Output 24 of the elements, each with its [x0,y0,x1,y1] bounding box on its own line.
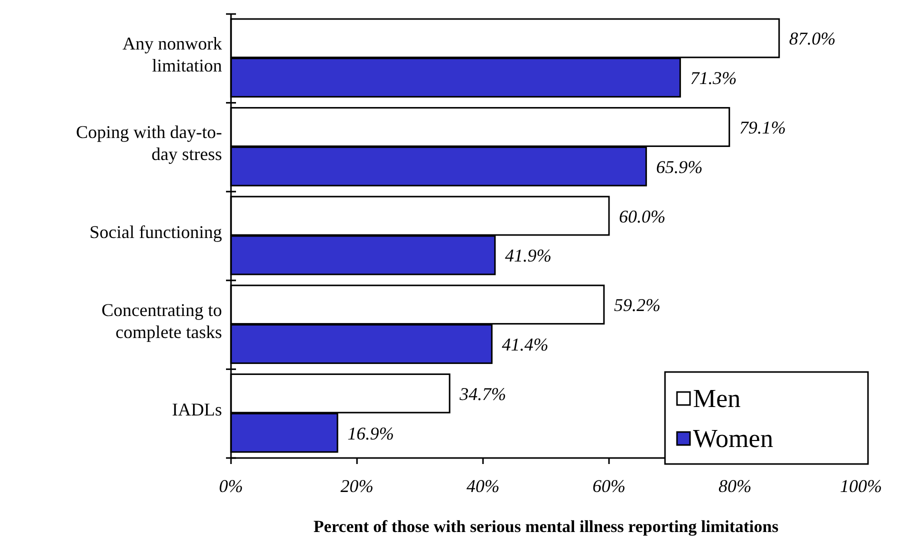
data-label: 41.9% [504,246,552,266]
legend-label: Men [693,384,741,413]
y-tick-label: Any nonwork limitation [122,33,222,76]
y-tick-label: IADLs [172,400,222,420]
data-label: 79.1% [739,118,786,138]
data-label: 34.7% [458,384,506,404]
x-tick-label: 20% [340,476,374,496]
data-label: 65.9% [656,156,703,177]
data-label: 59.2% [614,295,660,316]
y-tick-label: Coping with day-to-day stress [76,122,222,164]
legend-label: Women [693,424,774,453]
data-label: 60.0% [619,206,666,226]
data-label: 87.0% [789,28,836,49]
x-tick-label: 100% [840,476,882,496]
x-tick-label: 80% [718,476,752,496]
data-label: 16.9% [347,423,394,444]
y-tick-label: Concentrating to complete tasks [102,300,222,342]
y-tick-label: Social functioning [90,222,222,242]
data-label: 71.3% [690,68,737,88]
data-label: 41.4% [502,334,548,354]
x-tick-label: 40% [466,476,500,496]
x-tick-label: 0% [219,476,243,496]
x-axis-title: Percent of those with serious mental illness reporting limitations [314,517,779,536]
x-tick-label: 60% [592,476,626,496]
